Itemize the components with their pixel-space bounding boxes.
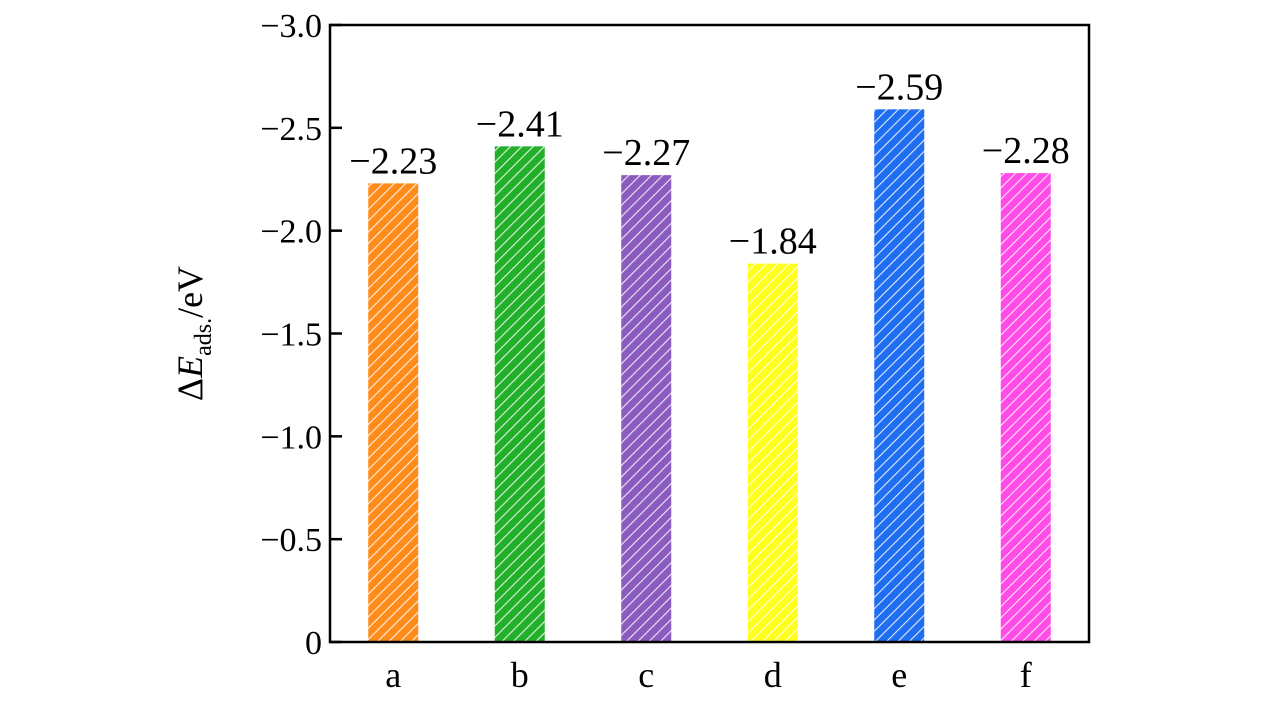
y-axis-label: ΔEads./eV <box>170 266 217 401</box>
y-axis: 0 −0.5 −1.0 −1.5 −2.0 −2.5 −3.0 <box>260 8 342 662</box>
x-tick-label: f <box>1020 655 1032 695</box>
x-tick-label: d <box>764 655 782 695</box>
value-labels: −2.23 −2.41 −2.27 −1.84 −2.59 −2.28 <box>349 66 1069 262</box>
bar-b <box>494 146 545 643</box>
y-tick-label: −2.5 <box>260 111 322 148</box>
bar-value-label: −2.27 <box>602 132 690 174</box>
x-tick-label: c <box>638 655 654 695</box>
bar-e <box>874 109 925 642</box>
bar-d <box>747 263 798 642</box>
y-tick-label: −1.0 <box>260 419 322 456</box>
bar-value-label: −2.28 <box>982 130 1070 172</box>
x-tick-label: a <box>385 655 401 695</box>
x-tick-label: b <box>511 655 529 695</box>
y-tick-label: −0.5 <box>260 522 322 559</box>
x-tick-label: e <box>891 655 907 695</box>
bar-value-label: −2.59 <box>855 66 943 108</box>
y-tick-label: −2.0 <box>260 214 322 251</box>
bar-f <box>1000 173 1051 642</box>
y-tick-label: 0 <box>305 625 322 662</box>
bar-value-label: −2.41 <box>476 103 564 145</box>
bar-value-label: −2.23 <box>349 140 437 182</box>
bar-a <box>368 183 419 642</box>
x-axis: a b c d e f <box>385 655 1031 695</box>
y-tick-label: −1.5 <box>260 317 322 354</box>
bar-c <box>621 175 672 643</box>
plot-frame <box>328 23 1091 644</box>
bar-value-label: −1.84 <box>729 221 817 263</box>
y-tick-label: −3.0 <box>260 8 322 45</box>
bars-group <box>368 109 1051 643</box>
